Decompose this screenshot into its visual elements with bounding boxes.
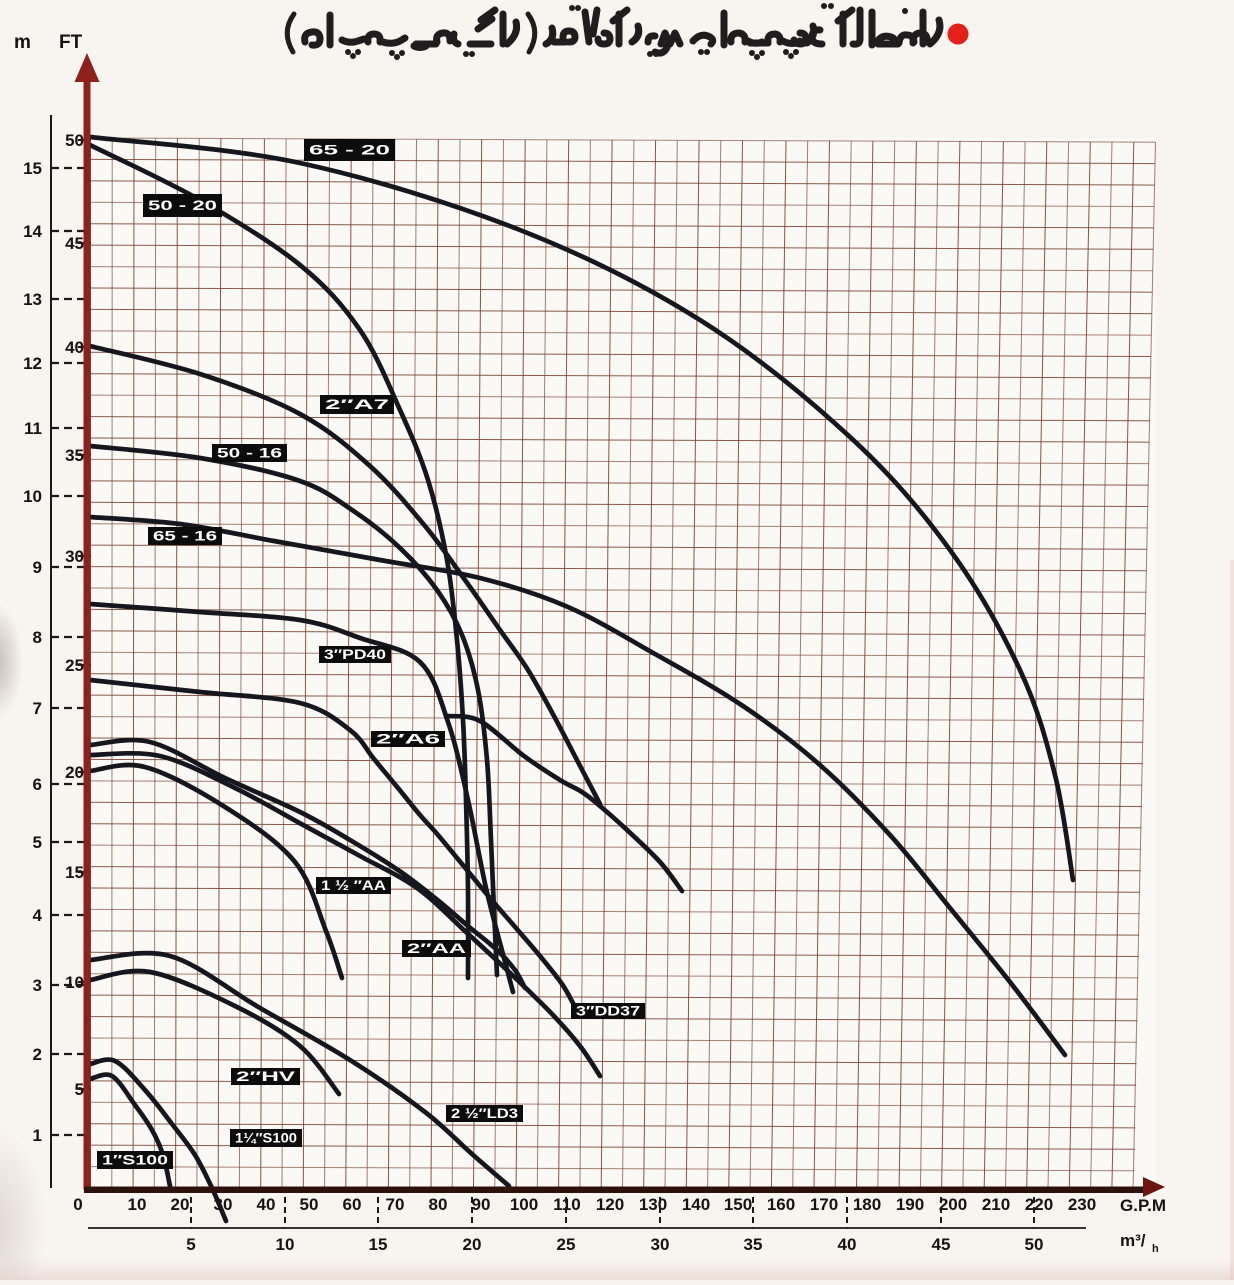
svg-text:50 - 16: 50 - 16 (217, 446, 283, 461)
svg-text:2″AA: 2″AA (407, 941, 466, 956)
svg-text:2″HV: 2″HV (236, 1069, 295, 1084)
svg-text:100: 100 (510, 1195, 538, 1214)
svg-text:2″A7: 2″A7 (325, 397, 389, 412)
svg-text:FT: FT (59, 32, 83, 53)
svg-text:1¼″S100: 1¼″S100 (235, 1131, 297, 1146)
svg-text:30: 30 (651, 1235, 670, 1254)
svg-text:30: 30 (214, 1195, 233, 1214)
svg-text:8: 8 (33, 628, 42, 647)
svg-text:210: 210 (982, 1195, 1010, 1214)
svg-text:35: 35 (744, 1235, 763, 1254)
svg-text:20: 20 (463, 1235, 482, 1254)
svg-text:160: 160 (767, 1195, 795, 1214)
svg-text:2: 2 (33, 1045, 42, 1064)
svg-text:40: 40 (257, 1195, 276, 1214)
svg-text:15: 15 (23, 159, 42, 178)
svg-text:220: 220 (1025, 1195, 1053, 1214)
svg-text:35: 35 (65, 446, 84, 465)
svg-text:12: 12 (23, 354, 42, 373)
svg-text:h: h (1152, 1243, 1159, 1255)
svg-text:65 - 16: 65 - 16 (153, 529, 218, 544)
svg-text:14: 14 (23, 222, 42, 241)
svg-text:45: 45 (65, 234, 84, 253)
svg-text:3″DD37: 3″DD37 (576, 1004, 640, 1019)
svg-text:G.P.M: G.P.M (1120, 1196, 1166, 1215)
svg-text:3: 3 (33, 976, 42, 995)
svg-text:15: 15 (65, 863, 84, 882)
svg-text:190: 190 (896, 1195, 924, 1214)
svg-text:6: 6 (33, 775, 42, 794)
svg-text:30: 30 (65, 547, 84, 566)
svg-text:180: 180 (853, 1195, 881, 1214)
svg-text:40: 40 (838, 1235, 857, 1254)
svg-text:m³/: m³/ (1120, 1231, 1146, 1250)
svg-text:9: 9 (33, 558, 42, 577)
svg-text:60: 60 (343, 1195, 362, 1214)
svg-text:1: 1 (33, 1126, 42, 1145)
svg-text:11: 11 (24, 419, 42, 438)
svg-text:m: m (14, 32, 31, 53)
svg-text:40: 40 (65, 338, 84, 357)
svg-text:150: 150 (724, 1195, 752, 1214)
svg-text:20: 20 (171, 1195, 190, 1214)
svg-text:10: 10 (276, 1235, 295, 1254)
svg-text:130: 130 (639, 1195, 667, 1214)
svg-text:65 - 20: 65 - 20 (309, 143, 390, 158)
svg-text:200: 200 (939, 1195, 967, 1214)
svg-text:25: 25 (65, 656, 84, 675)
svg-text:50: 50 (65, 131, 84, 150)
svg-text:120: 120 (596, 1195, 624, 1214)
svg-text:1 ½ ″AA: 1 ½ ″AA (321, 878, 386, 893)
svg-text:45: 45 (932, 1235, 951, 1254)
svg-text:2″A6: 2″A6 (376, 732, 441, 747)
svg-text:20: 20 (65, 763, 84, 782)
svg-text:10: 10 (23, 487, 42, 506)
svg-text:3″PD40: 3″PD40 (324, 647, 386, 662)
svg-text:80: 80 (429, 1195, 448, 1214)
svg-text:70: 70 (386, 1195, 405, 1214)
svg-text:50 - 20: 50 - 20 (148, 198, 217, 213)
svg-text:170: 170 (810, 1195, 838, 1214)
svg-text:2 ½″LD3: 2 ½″LD3 (451, 1106, 519, 1121)
svg-text:50: 50 (300, 1195, 319, 1214)
svg-text:110: 110 (553, 1195, 580, 1214)
svg-text:13: 13 (23, 290, 42, 309)
svg-text:5: 5 (186, 1235, 195, 1254)
svg-text:5: 5 (33, 833, 42, 852)
svg-text:4: 4 (33, 906, 43, 925)
svg-text:0: 0 (73, 1195, 82, 1214)
svg-text:50: 50 (1025, 1235, 1044, 1254)
svg-text:1″S100: 1″S100 (102, 1153, 168, 1168)
svg-text:90: 90 (472, 1195, 491, 1214)
svg-text:10: 10 (65, 973, 84, 992)
svg-text:140: 140 (682, 1195, 710, 1214)
svg-text:7: 7 (33, 699, 42, 718)
svg-text:25: 25 (557, 1235, 576, 1254)
svg-text:230: 230 (1068, 1195, 1096, 1214)
svg-text:15: 15 (369, 1235, 388, 1254)
svg-text:10: 10 (128, 1195, 147, 1214)
